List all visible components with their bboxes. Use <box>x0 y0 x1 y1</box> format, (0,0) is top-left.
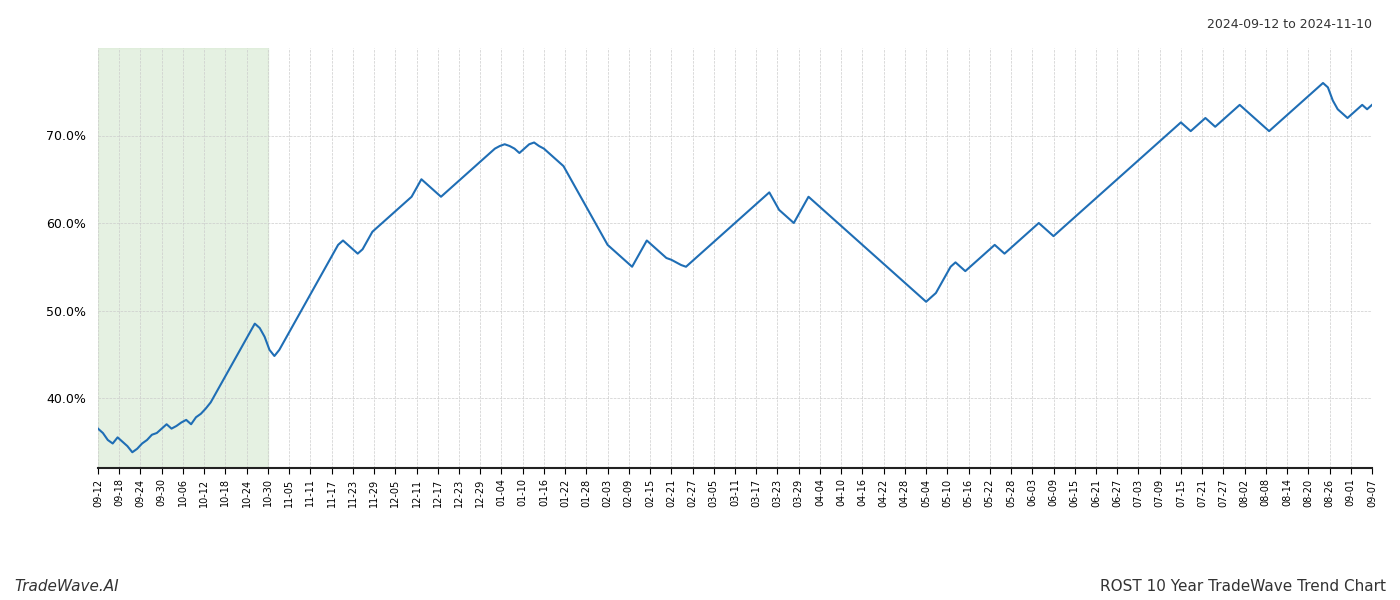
Text: TradeWave.AI: TradeWave.AI <box>14 579 119 594</box>
Bar <box>98 48 267 468</box>
Text: ROST 10 Year TradeWave Trend Chart: ROST 10 Year TradeWave Trend Chart <box>1100 579 1386 594</box>
Text: 2024-09-12 to 2024-11-10: 2024-09-12 to 2024-11-10 <box>1207 18 1372 31</box>
